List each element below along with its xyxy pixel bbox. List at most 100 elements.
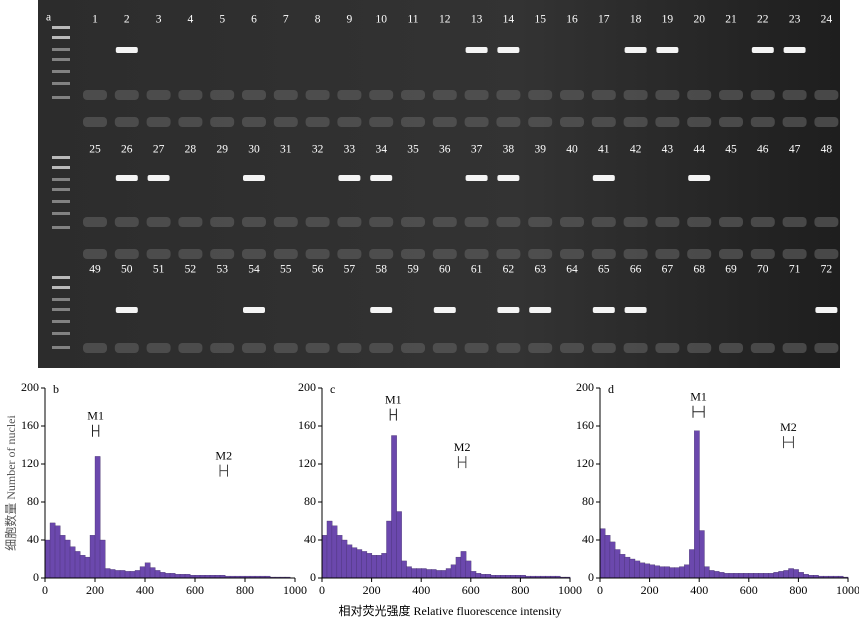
hist-bar bbox=[460, 551, 467, 579]
lane-label: 30 bbox=[248, 144, 260, 156]
hist-bar bbox=[778, 571, 784, 579]
lane-label: 26 bbox=[121, 144, 133, 156]
faint-band bbox=[719, 117, 743, 127]
faint-band bbox=[782, 90, 807, 100]
x-tick-label: 0 bbox=[42, 583, 48, 597]
hist-bar bbox=[679, 566, 685, 579]
faint-band bbox=[178, 217, 203, 227]
faint-band bbox=[337, 217, 362, 227]
faint-band bbox=[210, 343, 235, 353]
dna-band bbox=[815, 307, 838, 313]
hist-bar bbox=[341, 539, 348, 579]
x-tick-label: 200 bbox=[641, 583, 659, 597]
hist-bar bbox=[644, 563, 651, 579]
lane-label: 34 bbox=[375, 144, 387, 156]
hist-bar bbox=[440, 570, 447, 579]
dna-band bbox=[688, 175, 711, 181]
lane-label: 29 bbox=[216, 144, 228, 156]
faint-band bbox=[146, 249, 171, 259]
lane-label: 66 bbox=[630, 264, 642, 276]
faint-band bbox=[623, 217, 648, 227]
hist-bar bbox=[639, 562, 646, 579]
faint-band bbox=[528, 217, 553, 227]
faint-band bbox=[432, 217, 457, 227]
faint-band bbox=[273, 343, 298, 353]
ladder-band bbox=[52, 48, 70, 51]
lane-label: 63 bbox=[534, 264, 546, 276]
faint-band bbox=[273, 117, 298, 127]
hist-bar bbox=[184, 574, 191, 579]
faint-band bbox=[369, 217, 394, 227]
lane-label: 48 bbox=[821, 144, 833, 156]
hist-bar bbox=[768, 573, 775, 579]
faint-band bbox=[687, 343, 712, 353]
hist-bar bbox=[99, 539, 106, 579]
hist-bar bbox=[421, 568, 427, 579]
hist-bar bbox=[124, 571, 131, 579]
panel-label: d bbox=[608, 382, 614, 396]
lane-label: 14 bbox=[503, 14, 515, 26]
faint-band bbox=[655, 217, 680, 227]
lane-label: 43 bbox=[662, 144, 674, 156]
hist-bar bbox=[654, 565, 660, 579]
faint-band bbox=[210, 249, 235, 259]
dna-band bbox=[338, 175, 361, 181]
lane-label: 9 bbox=[347, 14, 353, 26]
lane-label: 62 bbox=[503, 264, 515, 276]
lane-label: 58 bbox=[375, 264, 387, 276]
hist-bar bbox=[773, 572, 780, 579]
lane-label: 18 bbox=[630, 14, 642, 26]
dna-band bbox=[243, 307, 265, 313]
faint-band bbox=[432, 90, 457, 100]
x-tick-label: 0 bbox=[597, 583, 603, 597]
y-tick-label: 0 bbox=[588, 570, 594, 584]
faint-band bbox=[560, 90, 584, 100]
hist-bar bbox=[450, 564, 457, 579]
faint-band bbox=[719, 90, 743, 100]
faint-band bbox=[623, 343, 648, 353]
hist-bar bbox=[445, 568, 452, 579]
hist-bar bbox=[748, 573, 755, 579]
lane-label: 44 bbox=[693, 144, 705, 156]
faint-band bbox=[146, 217, 171, 227]
faint-band bbox=[750, 117, 775, 127]
lane-label: 39 bbox=[534, 144, 546, 156]
dna-band bbox=[592, 307, 615, 313]
ladder-band bbox=[52, 332, 70, 335]
lane-label: 71 bbox=[789, 264, 801, 276]
faint-band bbox=[337, 343, 362, 353]
faint-band bbox=[242, 117, 266, 127]
x-tick-label: 800 bbox=[789, 583, 807, 597]
dna-band bbox=[115, 307, 138, 313]
ladder-band bbox=[52, 226, 70, 229]
ladder-band bbox=[52, 166, 70, 169]
hist-bar bbox=[753, 573, 760, 579]
hist-bar bbox=[386, 520, 392, 579]
lane-label: 64 bbox=[566, 264, 578, 276]
hist-bar bbox=[406, 566, 412, 579]
faint-band bbox=[750, 90, 775, 100]
y-tick-label: 200 bbox=[298, 380, 316, 394]
ladder-band bbox=[52, 26, 70, 29]
hist-bar bbox=[114, 570, 121, 579]
marker-label: M2 bbox=[780, 420, 797, 434]
hist-bar bbox=[733, 573, 740, 579]
hist-bar bbox=[659, 566, 665, 579]
faint-band bbox=[464, 343, 489, 353]
x-tick-label: 800 bbox=[236, 583, 254, 597]
hist-bar bbox=[604, 535, 611, 579]
faint-band bbox=[750, 217, 775, 227]
hist-bar bbox=[371, 555, 378, 579]
x-tick-label: 1000 bbox=[283, 583, 307, 597]
hist-bar bbox=[689, 549, 695, 579]
lane-label: 25 bbox=[89, 144, 101, 156]
lane-label: 19 bbox=[662, 14, 674, 26]
lane-label: 36 bbox=[439, 144, 451, 156]
faint-band bbox=[591, 249, 616, 259]
faint-band bbox=[273, 249, 298, 259]
lane-label: 31 bbox=[280, 144, 292, 156]
hist-bar bbox=[321, 535, 328, 579]
marker-label: M2 bbox=[454, 440, 471, 454]
faint-band bbox=[273, 217, 298, 227]
dna-band bbox=[624, 307, 647, 313]
